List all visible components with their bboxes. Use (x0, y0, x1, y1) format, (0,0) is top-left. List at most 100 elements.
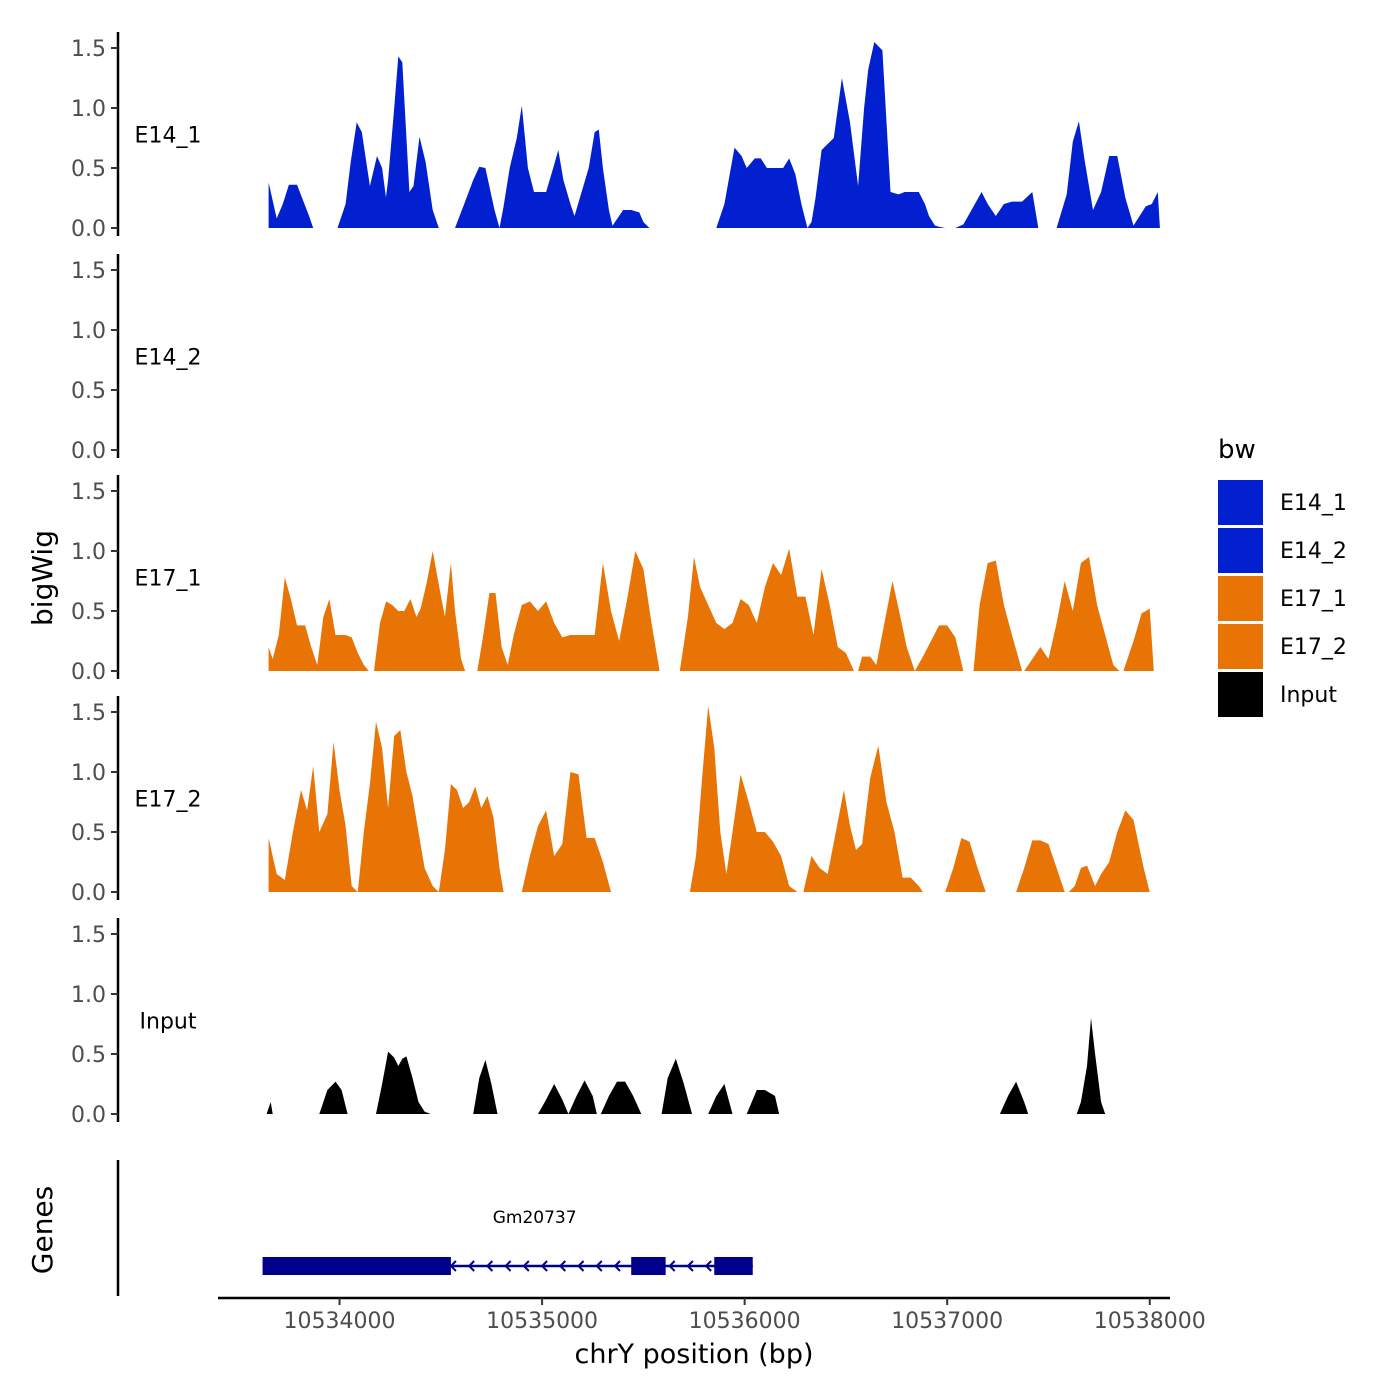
coverage-area (689, 706, 798, 892)
y-tick-label: 0.5 (71, 821, 106, 846)
y-tick-label: 0.0 (71, 439, 106, 464)
coverage-area (438, 784, 504, 892)
tracks-layer: 0.0 0.5 1.0 1.5 E14_1 0.0 0.5 1.0 1.5 E14_2 0.0 0.5… (71, 32, 1160, 1128)
track-e14-2: 0.0 0.5 1.0 1.5 E14_2 (71, 254, 201, 464)
legend-entry-label: E17_1 (1280, 587, 1347, 612)
coverage-area (807, 42, 950, 228)
coverage-area (1076, 1018, 1106, 1114)
x-axis-title: chrY position (bp) (574, 1339, 813, 1370)
y-tick-label: 1.0 (71, 761, 106, 786)
coverage-area (1016, 840, 1065, 892)
legend: bw E14_1 E14_2 E17_1 E17_2 Input (1218, 435, 1347, 717)
coverage-area (746, 1090, 780, 1114)
coverage-area (973, 560, 1023, 671)
strand-arrow-icon (540, 1260, 548, 1272)
track-e17-2: 0.0 0.5 1.0 1.5 E17_2 (71, 696, 1150, 906)
gene-name-label: Gm20737 (493, 1208, 577, 1228)
y-tick-label: 1.0 (71, 540, 106, 565)
coverage-area (268, 577, 369, 671)
strand-arrow-icon (558, 1260, 567, 1272)
y-tick-label: 1.5 (71, 923, 106, 948)
strand-arrow-icon (485, 1260, 494, 1272)
coverage-area (716, 147, 808, 228)
legend-title: bw (1218, 435, 1256, 465)
gene-exon (631, 1257, 666, 1275)
coverage-area (374, 551, 466, 671)
y-tick-label: 1.0 (71, 97, 106, 122)
coverage-area (568, 1080, 597, 1114)
coverage-area (337, 122, 395, 228)
strand-arrow-icon (577, 1260, 585, 1272)
coverage-area (679, 548, 854, 671)
coverage-area (477, 551, 660, 671)
legend-swatch (1218, 672, 1263, 717)
y-tick-label: 0.5 (71, 1043, 106, 1068)
coverage-area (661, 1058, 692, 1114)
coverage-area (1056, 121, 1160, 228)
coverage-area (1123, 608, 1154, 671)
coverage-area (914, 625, 964, 671)
strand-arrow-icon (504, 1260, 512, 1272)
coverage-area (1024, 557, 1120, 671)
y-tick-label: 0.5 (71, 379, 106, 404)
x-tick-label: 10535000 (486, 1309, 598, 1334)
legend-entry-label: Input (1280, 683, 1337, 708)
y-tick-label: 0.5 (71, 600, 106, 625)
coverage-area (538, 1084, 569, 1114)
x-tick-label: 10538000 (1094, 1309, 1206, 1334)
y-tick-label: 0.0 (71, 660, 106, 685)
strand-arrow-icon (613, 1260, 621, 1272)
y-tick-label: 1.5 (71, 701, 106, 726)
legend-entry-label: E17_2 (1280, 635, 1347, 660)
coverage-area (455, 105, 613, 228)
coverage-area (473, 1060, 498, 1114)
strand-arrow-icon (595, 1260, 603, 1272)
y-tick-label: 0.0 (71, 1103, 106, 1128)
coverage-area (382, 56, 439, 229)
coverage-area (999, 1081, 1029, 1114)
coverage-area (1068, 810, 1150, 892)
y-tick-label: 1.5 (71, 37, 106, 62)
coverage-area (708, 1084, 733, 1114)
track-name-label: E17_1 (135, 566, 202, 591)
coverage-area (803, 745, 923, 892)
coverage-area (521, 772, 611, 892)
track-name-label: Input (140, 1009, 197, 1034)
strand-arrow-icon (668, 1260, 676, 1272)
legend-swatch (1218, 624, 1263, 669)
coverage-area (955, 192, 1039, 228)
strand-arrow-icon (467, 1260, 475, 1272)
coverage-area (266, 1102, 273, 1114)
legend-entry-label: E14_2 (1280, 539, 1347, 564)
x-axis: 10534000 10535000 10536000 10537000 10538000 (218, 1296, 1206, 1334)
coverage-area (268, 182, 314, 228)
legend-swatch (1218, 576, 1263, 621)
strand-arrow-icon (704, 1260, 712, 1272)
y-tick-label: 1.0 (71, 983, 106, 1008)
legend-swatch (1218, 480, 1263, 525)
y-tick-label: 1.0 (71, 319, 106, 344)
coverage-area (611, 210, 650, 228)
x-tick-label: 10534000 (284, 1309, 396, 1334)
track-e14-1: 0.0 0.5 1.0 1.5 E14_1 (71, 32, 1160, 242)
coverage-area (376, 1051, 431, 1114)
legend-swatch (1218, 528, 1263, 573)
x-tick-label: 10536000 (689, 1309, 801, 1334)
y-tick-label: 0.5 (71, 157, 106, 182)
track-name-label: E14_1 (135, 123, 202, 148)
coverage-area (945, 838, 986, 892)
y-tick-label: 1.5 (71, 480, 106, 505)
track-input: 0.0 0.5 1.0 1.5 Input (71, 918, 1106, 1128)
y-tick-label: 0.0 (71, 881, 106, 906)
strand-arrow-icon (522, 1260, 530, 1272)
y-tick-label: 0.0 (71, 217, 106, 242)
gene-exon (262, 1257, 451, 1275)
track-name-label: E14_2 (135, 345, 202, 370)
track-e17-1: 0.0 0.5 1.0 1.5 E17_1 (71, 475, 1154, 685)
genes-track-title: Genes (26, 1186, 59, 1274)
legend-entry-label: E14_1 (1280, 491, 1347, 516)
y-tick-label: 1.5 (71, 259, 106, 284)
x-tick-label: 10537000 (891, 1309, 1003, 1334)
